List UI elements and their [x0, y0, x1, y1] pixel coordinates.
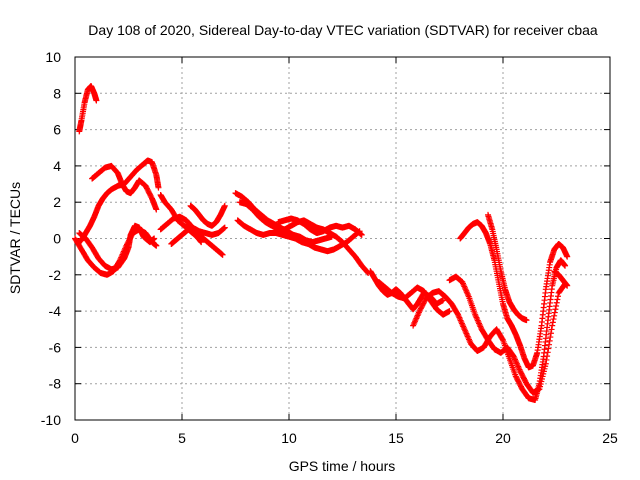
data-point	[551, 312, 558, 319]
data-point	[446, 308, 453, 315]
data-point	[151, 235, 158, 242]
data-point	[93, 97, 100, 104]
data-point	[547, 334, 554, 341]
chart-title: Day 108 of 2020, Sidereal Day-to-day VTE…	[88, 22, 598, 38]
series-arc-m	[275, 215, 365, 238]
data-point	[499, 336, 506, 343]
series-arc-r	[457, 219, 571, 371]
y-tick-label: 0	[53, 231, 61, 247]
y-tick-label: 6	[53, 122, 61, 138]
data-point	[547, 330, 554, 337]
data-point	[553, 299, 560, 306]
data-point	[523, 317, 530, 324]
data-point	[564, 253, 571, 260]
data-point	[221, 224, 228, 231]
data-point	[219, 251, 226, 258]
series-arc-g	[157, 213, 228, 238]
series-arc-d	[76, 222, 158, 273]
data-point	[546, 337, 553, 344]
y-tick-label: -2	[49, 267, 62, 283]
data-point	[548, 326, 555, 333]
y-tick-label: 4	[53, 158, 61, 174]
data-point	[358, 231, 365, 238]
data-point	[550, 316, 557, 323]
y-axis-label: SDTVAR / TECUs	[7, 182, 23, 294]
y-tick-label: 2	[53, 194, 61, 210]
series-arc-e	[89, 162, 160, 213]
series-arc-s	[485, 211, 530, 324]
data-point	[153, 242, 160, 249]
data-point	[549, 322, 556, 329]
data-point	[545, 345, 552, 352]
data-point	[543, 356, 550, 363]
data-point	[544, 349, 551, 356]
data-point	[198, 239, 205, 246]
data-point	[440, 297, 447, 304]
x-tick-label: 20	[495, 430, 511, 446]
y-axis-tick-labels: -10 -8 -6 -4 -2 0 2 4 6 8 10	[41, 49, 61, 428]
data-point	[155, 184, 162, 191]
x-axis-tick-labels: 0 5 10 15 20 25	[71, 430, 618, 446]
data-point	[552, 306, 559, 313]
y-tick-label: -10	[41, 412, 61, 428]
y-tick-label: 8	[53, 85, 61, 101]
y-tick-label: -4	[49, 303, 62, 319]
x-tick-label: 10	[281, 430, 297, 446]
y-tick-label: 10	[45, 49, 61, 65]
x-tick-label: 5	[178, 430, 186, 446]
x-axis-label: GPS time / hours	[289, 458, 396, 474]
data-point	[554, 293, 561, 300]
data-point	[221, 202, 228, 209]
x-tick-label: 15	[388, 430, 404, 446]
data-point	[549, 319, 556, 326]
series-arc-h	[187, 202, 228, 229]
data-point	[564, 282, 571, 289]
y-tick-label: -8	[49, 376, 62, 392]
series-arc-p	[410, 257, 569, 404]
series-arc-b	[74, 157, 162, 246]
data-point	[554, 296, 561, 303]
axis-ticks	[74, 56, 611, 421]
data-point	[562, 262, 569, 269]
series-arc-o	[375, 279, 453, 318]
data-points	[72, 83, 571, 404]
y-tick-label: -6	[49, 339, 62, 355]
data-point	[553, 303, 560, 310]
series-arc-i	[168, 226, 205, 247]
data-point	[542, 360, 549, 367]
x-tick-label: 0	[71, 430, 79, 446]
data-point	[546, 341, 553, 348]
data-point	[153, 206, 160, 213]
data-point	[544, 353, 551, 360]
data-point	[551, 309, 558, 316]
series-arc-a	[76, 83, 100, 135]
series-arc-t	[551, 268, 571, 289]
x-tick-label: 25	[602, 430, 618, 446]
